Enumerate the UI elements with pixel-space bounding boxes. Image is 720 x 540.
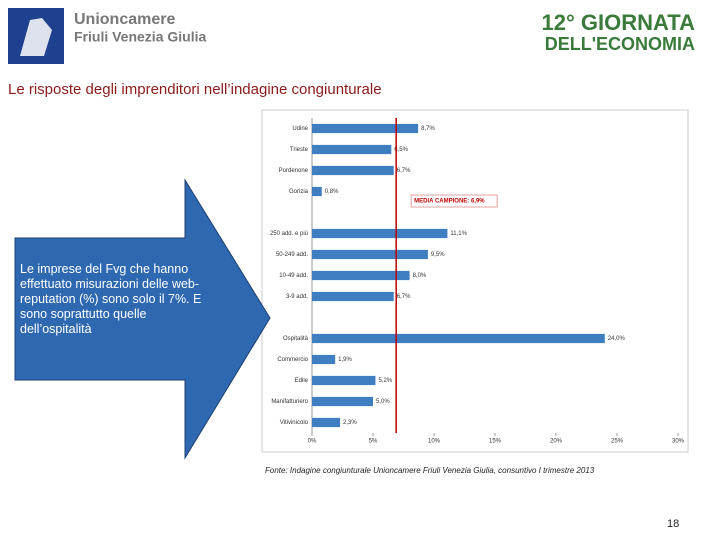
value-label: 5,0%	[376, 399, 390, 405]
x-tick-label: 25%	[611, 439, 624, 445]
value-label: 6,7%	[397, 294, 411, 300]
x-tick-label: 10%	[428, 439, 441, 445]
y-tick-label: 3-9 add.	[286, 294, 308, 300]
page-number: 18	[667, 518, 679, 530]
y-tick-label: 10-49 add.	[279, 273, 308, 279]
y-tick-label: Gorizia	[289, 189, 309, 195]
value-label: 8,7%	[421, 126, 435, 132]
slide-title: Le risposte degli imprenditori nell’inda…	[8, 81, 382, 98]
value-label: 1,9%	[338, 357, 352, 363]
bar	[312, 165, 394, 176]
value-label: 2,3%	[343, 420, 357, 426]
value-label: 8,0%	[413, 273, 427, 279]
logo-text: Friuli Venezia Giulia	[74, 29, 206, 45]
y-tick-label: Ospitalità	[283, 336, 309, 342]
callout-text: Le imprese del Fvg che hanno effettuato …	[20, 262, 202, 336]
bar	[312, 186, 322, 197]
bar	[312, 249, 428, 260]
bar	[312, 144, 392, 155]
y-tick-label: Udine	[292, 126, 308, 132]
value-label: 6,7%	[397, 168, 411, 174]
y-tick-label: Pordenone	[279, 168, 309, 174]
bar	[312, 333, 605, 344]
value-label: 5,2%	[378, 378, 392, 384]
y-tick-label: Vitivinicolo	[280, 420, 309, 426]
bar	[312, 396, 373, 407]
x-tick-label: 30%	[672, 439, 685, 445]
value-label: 9,5%	[431, 252, 445, 258]
logo-text: Unioncamere	[74, 11, 175, 28]
value-label: 11,1%	[450, 231, 467, 237]
bar	[312, 354, 336, 365]
x-tick-label: 5%	[369, 439, 378, 445]
callout: Le imprese del Fvg che hanno effettuato …	[20, 262, 202, 336]
x-tick-label: 0%	[308, 439, 317, 445]
logo-eagle	[20, 18, 52, 56]
bar	[312, 375, 376, 386]
bar	[312, 123, 419, 134]
bar	[312, 291, 394, 302]
value-label: 24,0%	[608, 336, 626, 342]
callout-arrow	[14, 178, 271, 460]
bar	[312, 270, 410, 281]
x-tick-label: 15%	[489, 439, 502, 445]
reference-label: MEDIA CAMPIONE: 6,9%	[414, 199, 485, 205]
bar	[312, 417, 341, 428]
y-tick-label: Trieste	[290, 147, 309, 153]
y-tick-label: Edile	[295, 378, 309, 384]
y-tick-label: Commercio	[277, 357, 308, 363]
x-tick-label: 20%	[550, 439, 563, 445]
event-title: 12° GIORNATA	[542, 10, 696, 35]
value-label: 6,5%	[394, 147, 408, 153]
y-tick-label: 50-249 add.	[276, 252, 308, 258]
source: Fonte: Indagine congiunturale Unioncamer…	[265, 466, 595, 475]
event-title: DELL'ECONOMIA	[545, 34, 695, 54]
reference-label-box	[410, 194, 498, 208]
y-tick-label: Manifatturiero	[271, 399, 308, 405]
value-label: 0,8%	[325, 189, 339, 195]
y-tick-label: 250 add. e più	[270, 231, 308, 237]
bar	[312, 228, 448, 239]
